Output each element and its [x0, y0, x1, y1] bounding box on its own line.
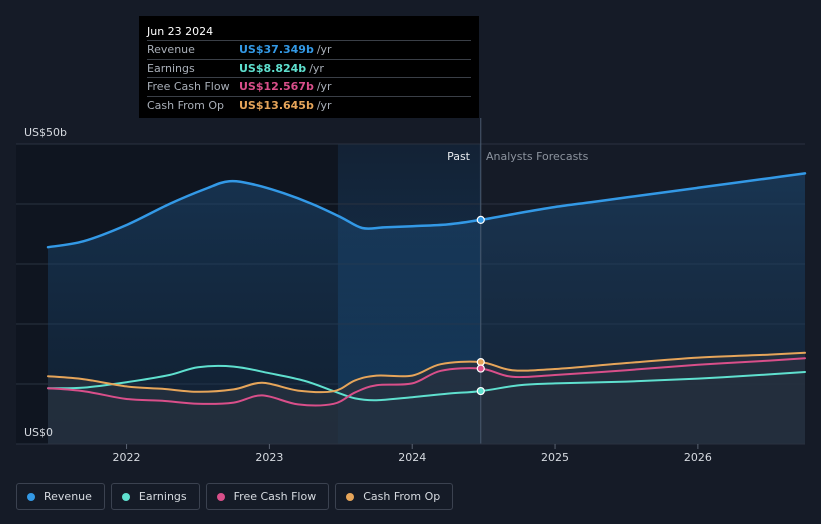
x-tick-label: 2024	[398, 451, 426, 464]
legend-item-earnings[interactable]: Earnings	[110, 483, 200, 510]
tooltip-unit: /yr	[316, 80, 332, 93]
x-tick-label: 2025	[541, 451, 569, 464]
tooltip-label: Earnings	[147, 61, 195, 75]
forecast-label: Analysts Forecasts	[486, 150, 589, 163]
series-line-revenue	[46, 172, 807, 249]
series-lines	[46, 172, 807, 407]
marker-revenue	[476, 215, 485, 224]
tooltip-row-cash-from-op: Cash From Op US$13.645b /yr	[147, 95, 471, 115]
tooltip-label: Cash From Op	[147, 98, 225, 112]
x-tick-label: 2026	[684, 451, 712, 464]
legend-label: Cash From Op	[363, 490, 441, 503]
tooltip-row-free-cash-flow: Free Cash Flow US$12.567b /yr	[147, 77, 471, 96]
tooltip-unit: /yr	[309, 61, 324, 75]
y-tick-top: US$50b	[24, 126, 67, 139]
legend-dot-icon	[346, 492, 355, 501]
x-tick-label: 2023	[255, 451, 283, 464]
labels: US$50b US$0 Past Analysts Forecasts	[24, 126, 589, 439]
legend-item-revenue[interactable]: Revenue	[16, 483, 105, 510]
tooltip-row-revenue: Revenue US$37.349b /yr	[147, 40, 471, 59]
x-axis: 2022 2023 2024 2025 2026	[16, 443, 805, 464]
tooltip-row-earnings: Earnings US$8.824b /yr	[147, 58, 471, 78]
markers	[476, 215, 485, 396]
legend-label: Earnings	[138, 490, 187, 503]
x-tick-label: 2022	[113, 451, 141, 464]
series-line-cash-from-op	[47, 351, 806, 394]
tooltip: Jun 23 2024 Revenue US$37.349b /yr Earni…	[139, 16, 479, 118]
tooltip-value: US$12.567b	[239, 80, 314, 93]
marker-earnings	[476, 386, 485, 396]
marker-free-cash-flow	[476, 364, 485, 373]
tooltip-unit: /yr	[316, 43, 332, 56]
past-label: Past	[447, 150, 471, 163]
tooltip-value: US$13.645b	[239, 98, 314, 112]
tooltip-label: Revenue	[147, 43, 195, 56]
series-line-free-cash-flow	[47, 357, 806, 407]
tooltip-unit: /yr	[316, 98, 332, 112]
legend-dot-icon	[216, 492, 225, 501]
legend-item-cash-from-op[interactable]: Cash From Op	[335, 483, 454, 510]
tooltip-value: US$37.349b	[239, 43, 314, 56]
other-area	[48, 352, 805, 444]
tooltip-date: Jun 23 2024	[147, 25, 214, 38]
series-line-earnings	[47, 364, 806, 402]
legend-dot-icon	[27, 492, 35, 501]
legend-item-free-cash-flow[interactable]: Free Cash Flow	[205, 483, 330, 510]
legend-label: Revenue	[44, 490, 92, 503]
legend-label: Free Cash Flow	[233, 490, 317, 503]
y-tick-bottom: US$0	[24, 426, 53, 439]
legend-dot-icon	[121, 492, 130, 501]
tooltip-value: US$8.824b	[239, 61, 307, 75]
legend: Revenue Earnings Free Cash Flow Cash Fro…	[16, 483, 454, 510]
tooltip-label: Free Cash Flow	[147, 80, 230, 93]
